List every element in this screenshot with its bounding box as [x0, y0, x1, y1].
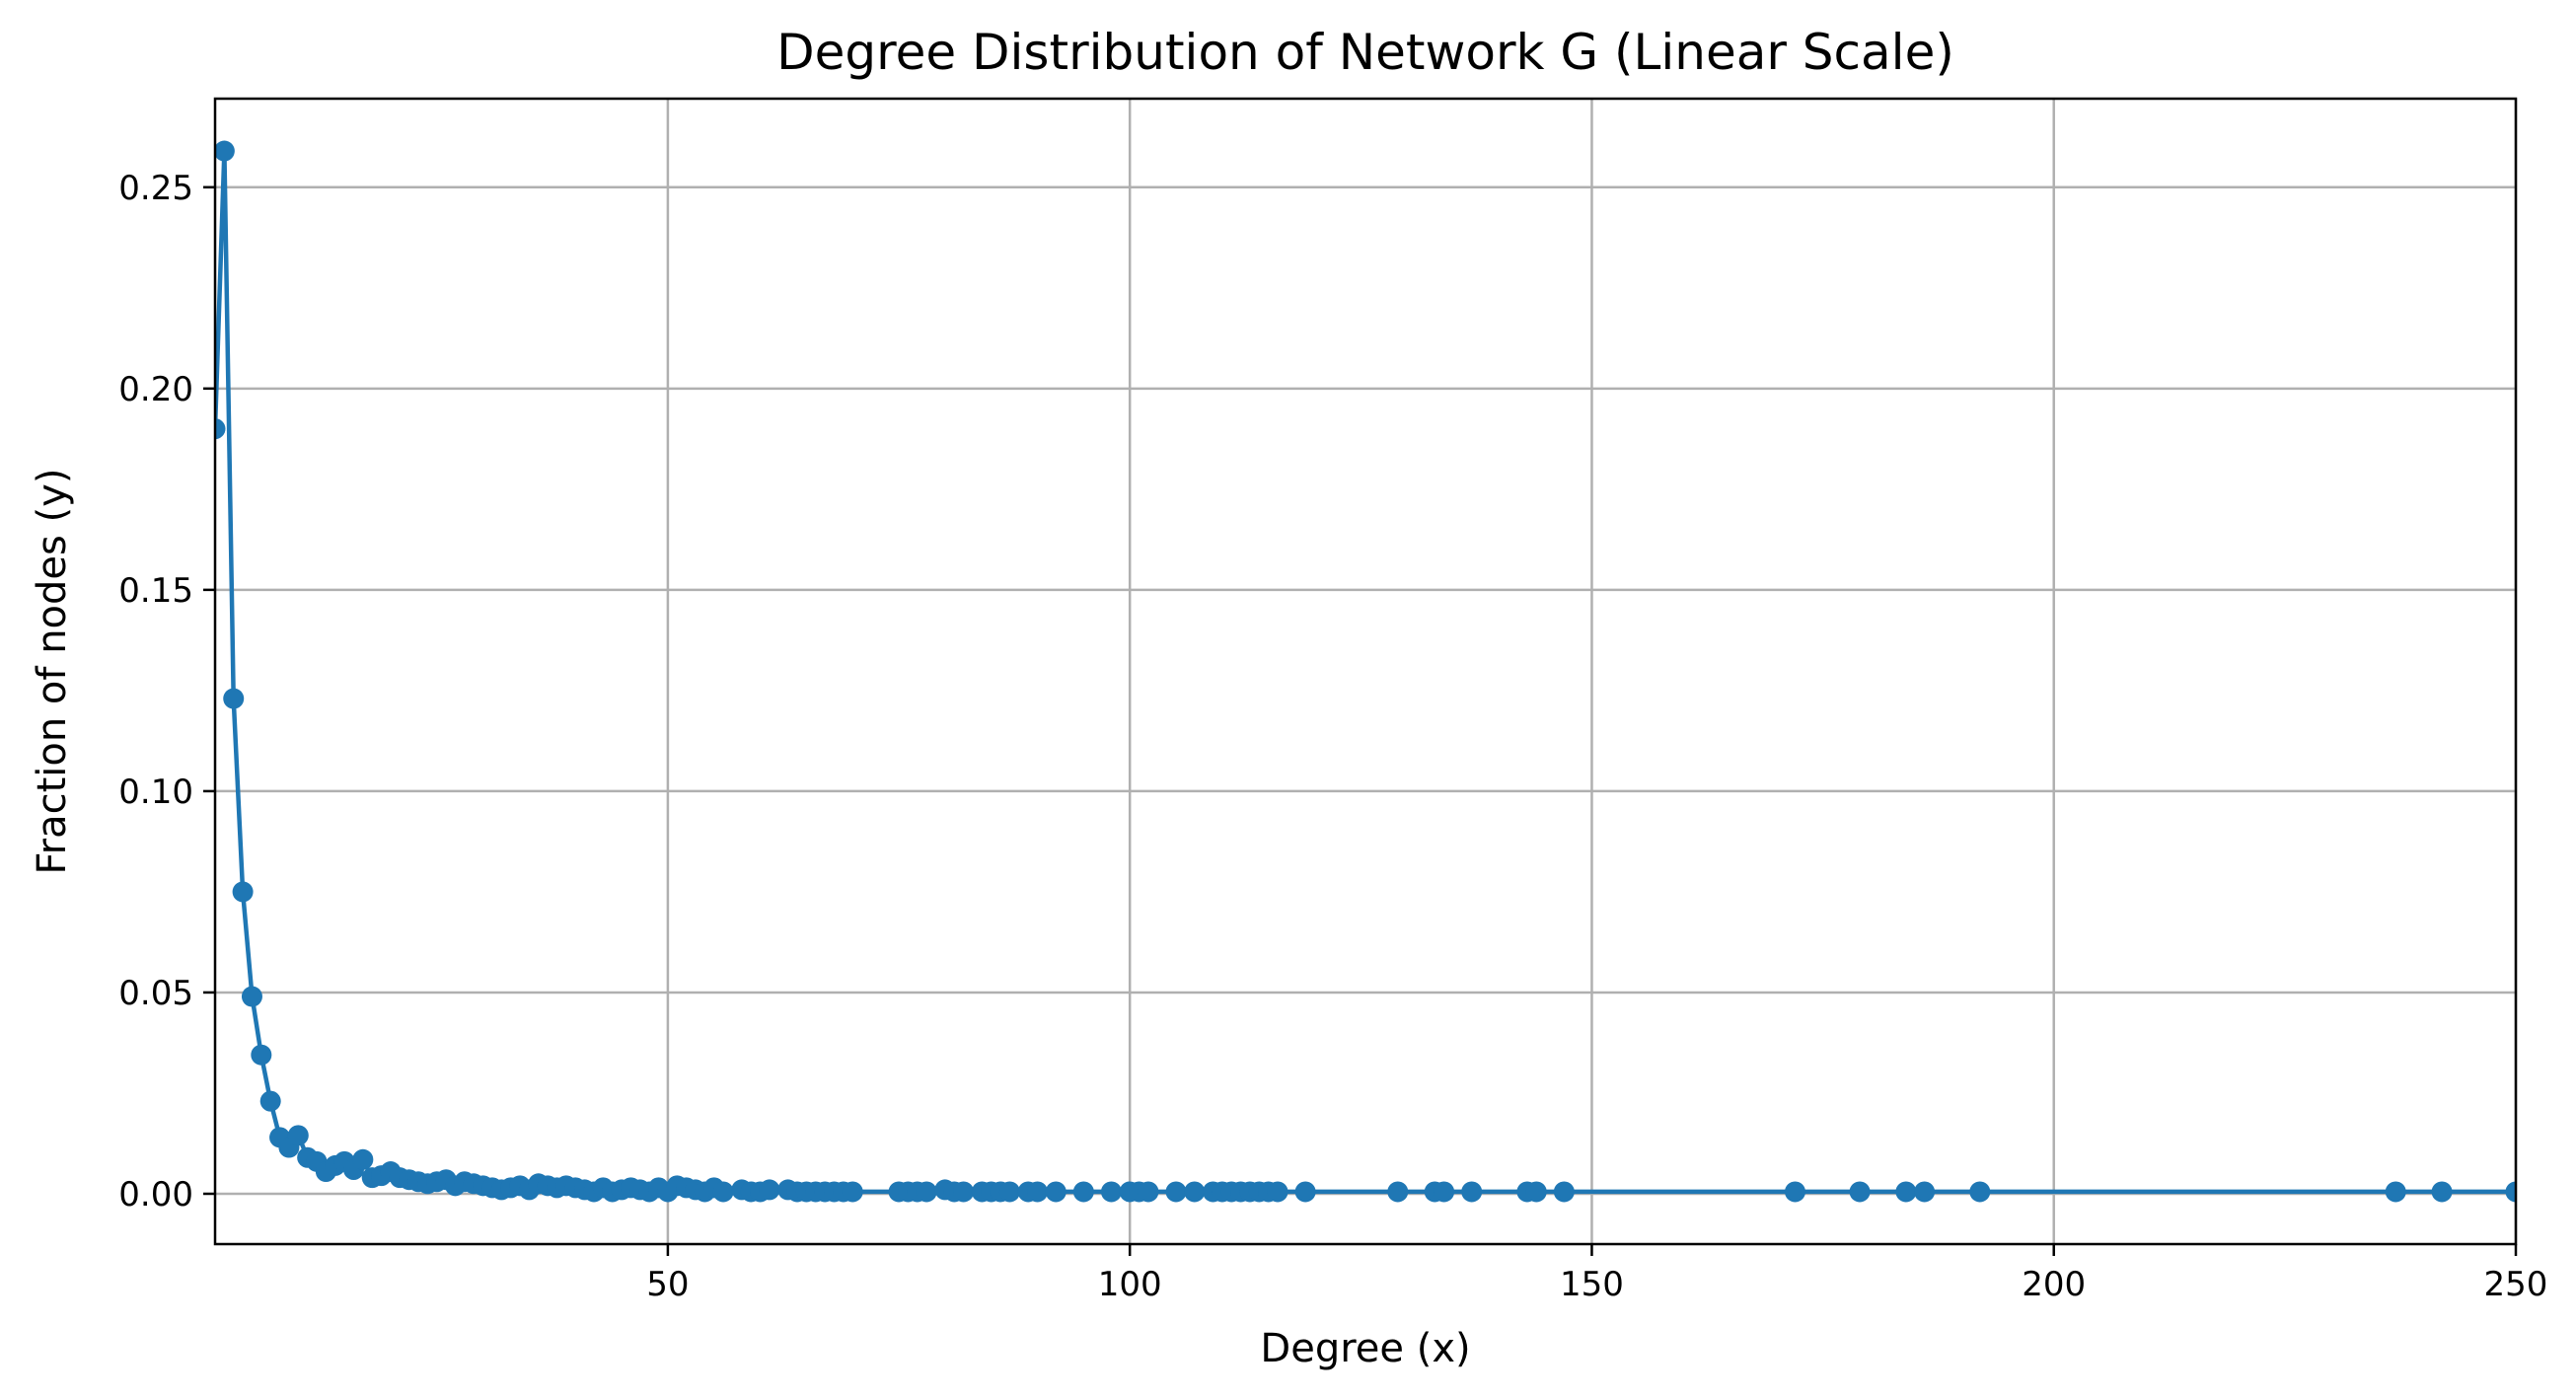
data-point [1914, 1181, 1936, 1203]
plot-frame [213, 97, 2518, 1246]
x-axis-label: Degree (x) [1260, 1326, 1470, 1371]
data-point [223, 688, 245, 709]
data-point [2385, 1181, 2406, 1203]
data-point [1138, 1181, 1159, 1203]
data-point [1100, 1181, 1122, 1203]
data-point [1165, 1181, 1187, 1203]
data-point [1434, 1181, 1455, 1203]
data-point [1849, 1181, 1871, 1203]
data-point [1294, 1181, 1316, 1203]
grid-lines [215, 99, 2518, 1244]
x-tick-label: 100 [1098, 1265, 1162, 1304]
data-point [1461, 1181, 1483, 1203]
x-tick-label: 150 [1560, 1265, 1624, 1304]
series-layer [215, 140, 2516, 1203]
data-point [1525, 1181, 1547, 1203]
data-point [352, 1148, 374, 1170]
y-tick-label: 0.20 [118, 370, 193, 409]
y-tick-label: 0.15 [118, 571, 193, 611]
data-point [1267, 1181, 1288, 1203]
series-group [215, 140, 2516, 1203]
data-point [1553, 1181, 1575, 1203]
chart-title: Degree Distribution of Network G (Linear… [776, 24, 1954, 81]
data-point [259, 1090, 281, 1112]
data-point [251, 1044, 272, 1066]
data-point [712, 1181, 734, 1203]
y-tick-label: 0.10 [118, 773, 193, 812]
data-point [842, 1181, 863, 1203]
data-point [1784, 1181, 1805, 1203]
data-point [241, 986, 262, 1007]
y-axis-label: Fraction of nodes (y) [30, 469, 75, 875]
data-point [232, 881, 254, 903]
y-tick-label: 0.00 [118, 1175, 193, 1215]
data-point [1387, 1181, 1409, 1203]
y-tick-label: 0.05 [118, 974, 193, 1013]
data-point [215, 140, 235, 162]
data-point [1184, 1181, 1206, 1203]
data-point [1969, 1181, 1991, 1203]
data-point [1027, 1181, 1049, 1203]
data-point [953, 1181, 975, 1203]
data-point [1045, 1181, 1067, 1203]
x-axis: 50 100 150 200 250 [646, 1244, 2547, 1304]
data-point [2505, 1181, 2516, 1203]
data-point [2431, 1181, 2453, 1203]
data-point [287, 1125, 309, 1146]
data-point [998, 1181, 1020, 1203]
data-point [1072, 1181, 1094, 1203]
data-point [215, 418, 226, 440]
data-point [759, 1179, 780, 1201]
x-tick-label: 250 [2484, 1265, 2548, 1304]
y-tick-label: 0.25 [118, 169, 193, 208]
x-tick-label: 200 [2022, 1265, 2086, 1304]
data-point [916, 1181, 937, 1203]
data-point [1895, 1181, 1917, 1203]
y-axis: 0.00 0.05 0.10 0.15 0.20 0.25 [118, 169, 215, 1215]
series-line [215, 148, 2516, 1195]
x-tick-label: 50 [646, 1265, 689, 1304]
